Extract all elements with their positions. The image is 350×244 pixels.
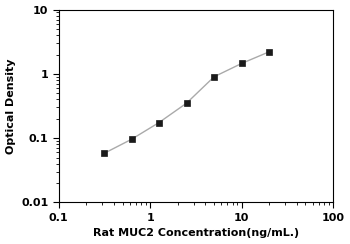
- X-axis label: Rat MUC2 Concentration(ng/mL.): Rat MUC2 Concentration(ng/mL.): [93, 228, 299, 238]
- Y-axis label: Optical Density: Optical Density: [6, 58, 15, 154]
